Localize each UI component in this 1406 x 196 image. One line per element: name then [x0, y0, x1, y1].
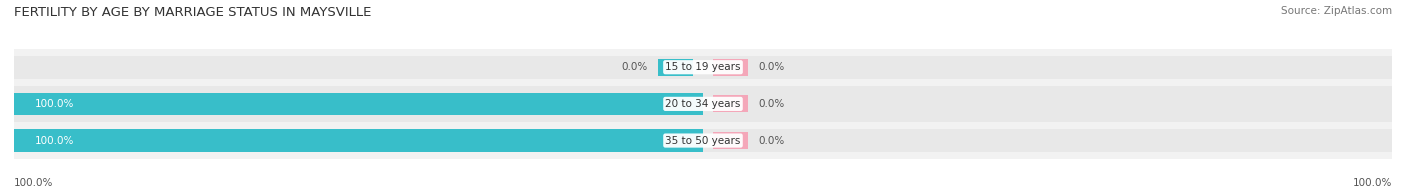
Text: 100.0%: 100.0% [1353, 178, 1392, 188]
Bar [14, 129, 703, 152]
Text: 20 to 34 years: 20 to 34 years [665, 99, 741, 109]
Text: 100.0%: 100.0% [35, 136, 75, 146]
Bar [713, 59, 748, 76]
Bar [14, 122, 1392, 159]
Text: 0.0%: 0.0% [758, 136, 785, 146]
Bar [713, 95, 748, 113]
Text: 100.0%: 100.0% [14, 178, 53, 188]
Bar [14, 56, 1392, 79]
Bar [713, 132, 748, 149]
Bar [14, 49, 1392, 85]
Bar [658, 132, 693, 149]
Bar [658, 95, 693, 113]
Bar [14, 85, 1392, 122]
Text: 100.0%: 100.0% [35, 99, 75, 109]
Bar [14, 93, 703, 115]
Bar [14, 129, 1392, 152]
Text: FERTILITY BY AGE BY MARRIAGE STATUS IN MAYSVILLE: FERTILITY BY AGE BY MARRIAGE STATUS IN M… [14, 6, 371, 19]
Bar [14, 93, 1392, 115]
Text: 0.0%: 0.0% [621, 62, 648, 72]
Bar [658, 59, 693, 76]
Text: 0.0%: 0.0% [758, 62, 785, 72]
Text: 0.0%: 0.0% [758, 99, 785, 109]
Text: 15 to 19 years: 15 to 19 years [665, 62, 741, 72]
Text: Source: ZipAtlas.com: Source: ZipAtlas.com [1281, 6, 1392, 16]
Text: 35 to 50 years: 35 to 50 years [665, 136, 741, 146]
